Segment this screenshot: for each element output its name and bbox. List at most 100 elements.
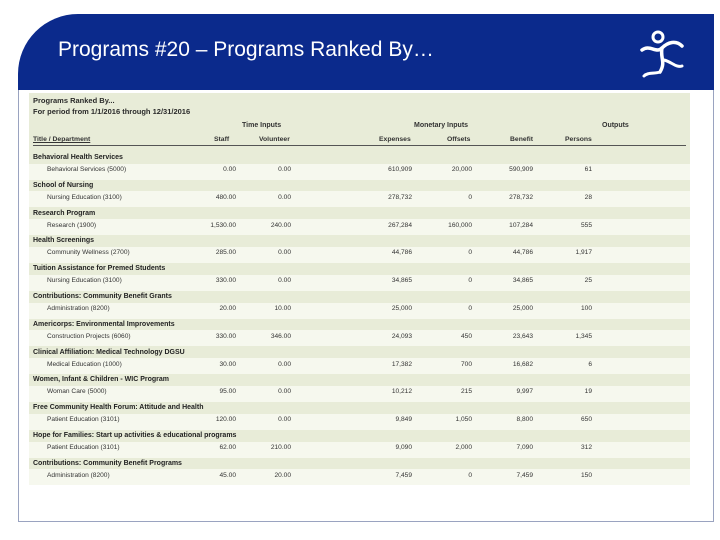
slide-frame (18, 90, 714, 522)
cell-offsets: 0 (468, 305, 472, 312)
cell-offsets: 0 (468, 471, 472, 479)
cell-staff: 120.00 (215, 416, 236, 424)
report-title: Programs Ranked By... (33, 96, 115, 105)
row-band (29, 246, 690, 263)
report-period: For period from 1/1/2016 through 12/31/2… (33, 107, 191, 116)
cell-offsets: 160,000 (448, 221, 472, 229)
cell-offsets: 0 (468, 277, 472, 285)
program-title: Clinical Affiliation: Medical Technology… (33, 348, 185, 356)
cell-persons: 28 (584, 193, 592, 201)
program-department: Nursing Education (3100) (47, 193, 122, 201)
cell-staff: 330.00 (215, 332, 236, 340)
program-title: Americorps: Environmental Improvements (33, 320, 175, 328)
cell-volunteer: 0.00 (278, 416, 291, 424)
column-header-staff: Staff (214, 136, 230, 143)
cell-volunteer: 346.00 (270, 332, 291, 340)
row-band (29, 302, 690, 319)
cell-offsets: 215 (460, 388, 472, 396)
cell-offsets: 20,000 (451, 166, 472, 173)
cell-expenses: 10,212 (391, 388, 412, 396)
cell-offsets: 1,050 (455, 416, 472, 424)
cell-volunteer: 0.00 (278, 360, 291, 368)
column-header-title: Title / Department (33, 136, 91, 143)
cell-volunteer: 20.00 (274, 471, 291, 479)
cell-persons: 1,345 (575, 332, 592, 340)
cell-expenses: 25,000 (391, 305, 412, 312)
cell-expenses: 34,865 (391, 277, 412, 285)
program-department: Behavioral Services (5000) (47, 166, 127, 173)
cell-expenses: 17,382 (391, 360, 412, 368)
slide-header (18, 14, 714, 90)
cell-benefit: 9,997 (516, 388, 533, 396)
cell-expenses: 9,090 (395, 444, 412, 451)
cell-staff: 45.00 (219, 471, 236, 479)
cell-volunteer: 0.00 (278, 193, 291, 201)
header-divider (33, 145, 686, 146)
cell-persons: 25 (584, 277, 592, 285)
cell-persons: 650 (580, 416, 592, 424)
cell-offsets: 0 (468, 249, 472, 257)
program-title: Women, Infant & Children - WIC Program (33, 376, 169, 384)
program-department: Community Wellness (2700) (47, 249, 130, 257)
cell-persons: 100 (580, 305, 592, 312)
row-band (29, 358, 690, 375)
column-header-expenses: Expenses (379, 136, 411, 143)
row-band (29, 385, 690, 402)
column-header-offsets: Offsets (447, 136, 471, 143)
cell-staff: 0.00 (223, 166, 236, 173)
column-header-benefit: Benefit (510, 136, 534, 143)
cell-benefit: 34,865 (512, 277, 533, 285)
cell-volunteer: 0.00 (278, 249, 291, 257)
cell-persons: 19 (584, 388, 592, 396)
cell-persons: 150 (580, 471, 592, 479)
cell-benefit: 8,800 (516, 416, 533, 424)
program-title: Research Program (33, 209, 96, 217)
row-band (29, 441, 690, 458)
program-department: Administration (8200) (47, 471, 110, 479)
report-image: Programs Ranked By... For period from 1/… (29, 93, 690, 486)
program-department: Nursing Education (3100) (47, 277, 122, 285)
cell-volunteer: 0.00 (278, 166, 291, 173)
group-header-time-inputs: Time Inputs (242, 122, 282, 129)
cell-staff: 285.00 (215, 249, 236, 257)
program-title: Contributions: Community Benefit Grants (33, 293, 172, 300)
cell-volunteer: 240.00 (270, 221, 291, 229)
cell-benefit: 16,682 (512, 360, 533, 368)
cell-offsets: 0 (468, 193, 472, 201)
cell-expenses: 610,909 (388, 166, 412, 173)
cell-benefit: 25,000 (512, 305, 533, 312)
cell-expenses: 24,093 (391, 332, 412, 340)
row-band (29, 413, 690, 430)
cell-staff: 330.00 (215, 277, 236, 285)
program-title: Free Community Health Forum: Attitude an… (33, 404, 204, 412)
cell-benefit: 44,786 (512, 249, 533, 257)
slide-title: Programs #20 – Programs Ranked By… (58, 38, 434, 61)
cell-persons: 6 (588, 360, 592, 368)
program-title: Behavioral Health Services (33, 154, 123, 161)
cell-persons: 61 (584, 166, 592, 173)
cell-expenses: 7,459 (395, 471, 412, 479)
row-band (29, 274, 690, 291)
program-title: Hope for Families: Start up activities &… (33, 432, 237, 439)
row-band (29, 219, 690, 236)
program-department: Patient Education (3101) (47, 416, 120, 424)
program-title: Health Screenings (33, 237, 95, 245)
program-department: Research (1900) (47, 221, 97, 229)
cell-benefit: 23,643 (512, 332, 533, 340)
cell-persons: 312 (580, 444, 592, 451)
cell-persons: 1,917 (575, 249, 592, 257)
cell-offsets: 700 (460, 360, 472, 368)
column-header-volunteer: Volunteer (259, 136, 290, 143)
column-header-persons: Persons (565, 136, 592, 143)
program-title: School of Nursing (33, 181, 94, 189)
dancing-figure-logo-icon (640, 30, 684, 78)
cell-offsets: 450 (460, 332, 472, 340)
cell-staff: 480.00 (215, 193, 236, 201)
row-band (29, 469, 690, 486)
group-header-outputs: Outputs (602, 122, 629, 129)
program-department: Administration (8200) (47, 305, 110, 312)
program-department: Medical Education (1000) (47, 360, 122, 368)
program-department: Woman Care (5000) (47, 388, 107, 396)
cell-volunteer: 0.00 (278, 277, 291, 285)
cell-benefit: 107,284 (509, 221, 533, 229)
